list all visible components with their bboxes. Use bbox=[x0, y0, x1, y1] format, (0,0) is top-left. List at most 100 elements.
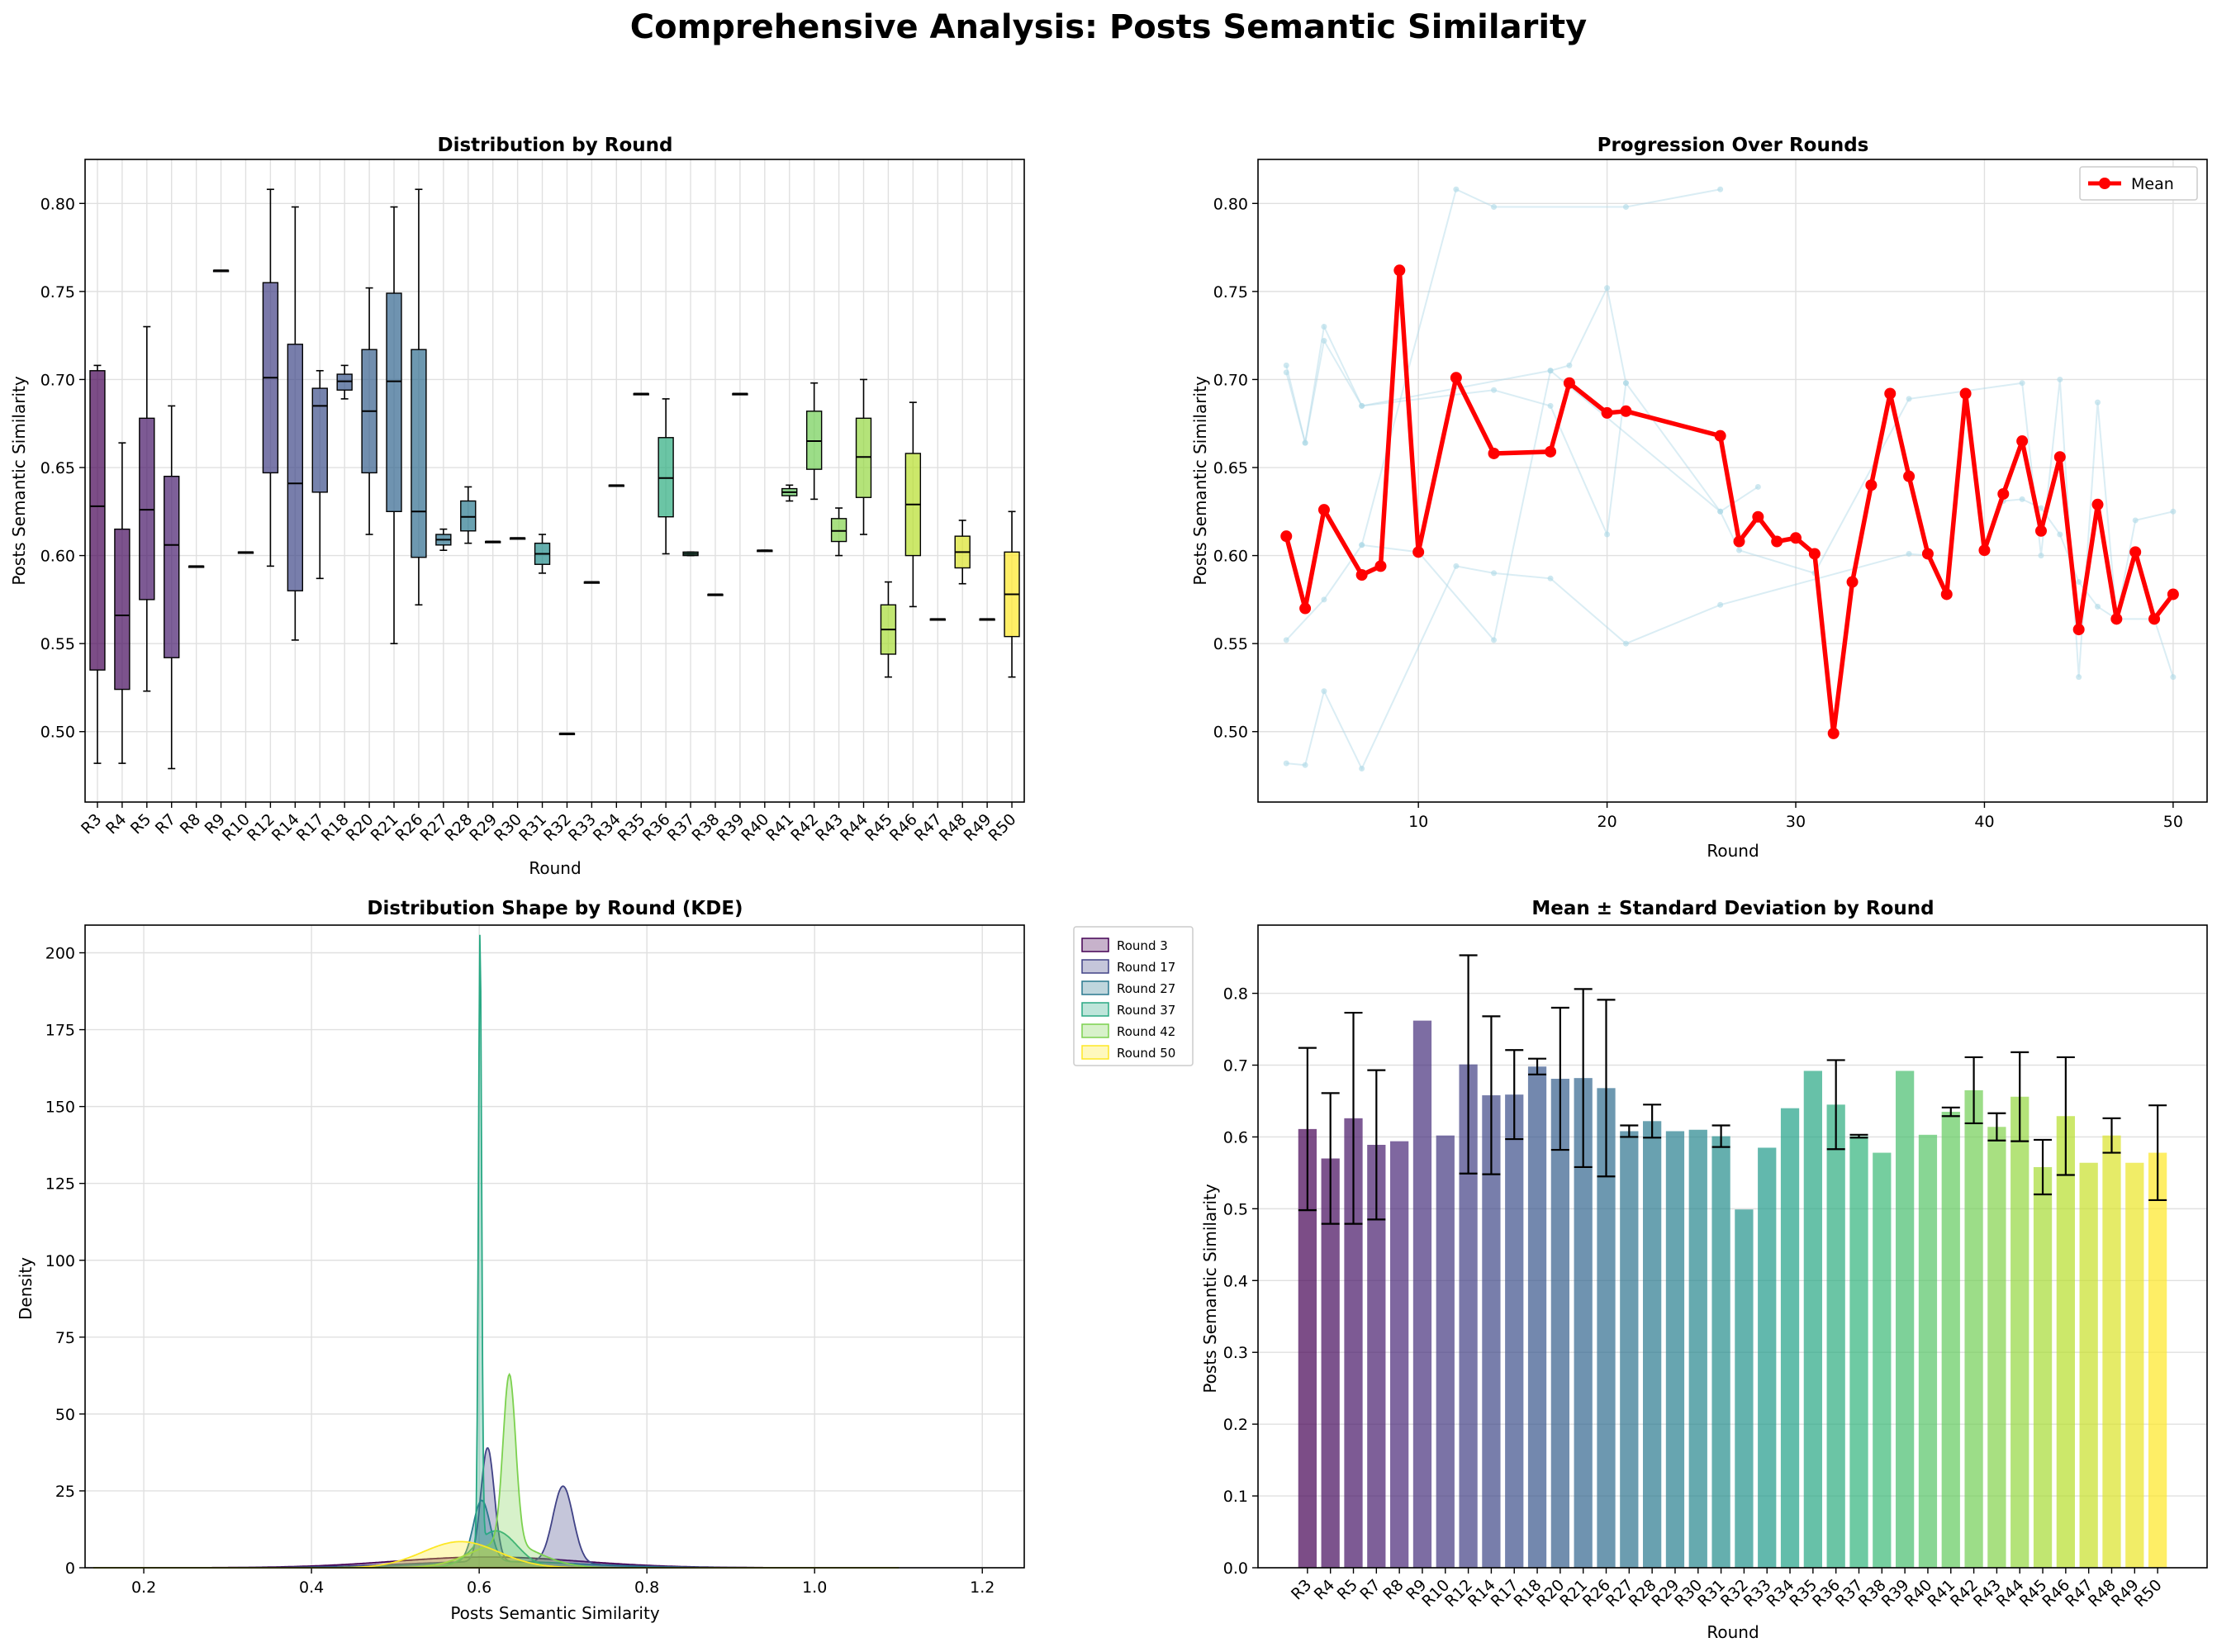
bar-R31 bbox=[1711, 1136, 1730, 1568]
kde-plot-frame bbox=[84, 924, 1025, 1569]
mean-point-R27 bbox=[1733, 535, 1745, 548]
bar-R5 bbox=[1344, 1118, 1363, 1568]
individual-point bbox=[1321, 323, 1327, 330]
box-plot-title: Distribution by Round bbox=[438, 135, 673, 156]
line-xtick-label-3: 40 bbox=[1974, 813, 1994, 831]
individual-point bbox=[1754, 483, 1761, 490]
kde-legend-swatch bbox=[1081, 980, 1109, 995]
mean-point-R47 bbox=[2110, 613, 2123, 625]
individual-point bbox=[2132, 517, 2139, 524]
individual-point bbox=[1359, 402, 1365, 409]
box-xtick-label: R7 bbox=[152, 810, 179, 838]
mean-point-R26 bbox=[1714, 430, 1726, 442]
kde-ytick-label-6: 150 bbox=[45, 1099, 75, 1117]
legend-mean-marker bbox=[2099, 178, 2110, 189]
individual-point bbox=[1321, 338, 1327, 344]
kde-ytick-label-4: 100 bbox=[45, 1252, 75, 1270]
kde-xtick-label-1: 0.4 bbox=[299, 1578, 324, 1597]
kde-legend-frame bbox=[1073, 926, 1194, 1066]
line-ytick-label-1: 0.55 bbox=[1213, 635, 1248, 653]
kde-ytick-label-5: 125 bbox=[45, 1175, 75, 1194]
box-R17 bbox=[311, 387, 328, 493]
mean-point-R9 bbox=[1393, 264, 1406, 277]
line-xtick-label-1: 20 bbox=[1597, 813, 1617, 831]
mean-point-R31 bbox=[1808, 548, 1821, 560]
individual-point bbox=[1717, 601, 1724, 608]
individual-point bbox=[2170, 508, 2177, 515]
individual-point bbox=[2057, 531, 2063, 538]
individual-point bbox=[1283, 760, 1289, 767]
individual-point bbox=[1735, 547, 1742, 553]
bar-plot-ylabel: Posts Semantic Similarity bbox=[1200, 1184, 1220, 1393]
mean-point-R48 bbox=[2129, 546, 2142, 558]
mean-point-R12 bbox=[1450, 372, 1462, 384]
box-R42 bbox=[805, 411, 823, 470]
individual-point bbox=[1547, 402, 1554, 409]
bar-ytick-label-1: 0.1 bbox=[1223, 1488, 1248, 1506]
kde-legend-label: Round 50 bbox=[1117, 1046, 1175, 1061]
individual-trajectory-1 bbox=[1285, 338, 1627, 538]
mean-point-R30 bbox=[1790, 532, 1802, 544]
box-xtick-label: R50 bbox=[985, 810, 1020, 845]
individual-point bbox=[2095, 603, 2101, 610]
bar-R14 bbox=[1482, 1095, 1501, 1568]
bar-R47 bbox=[2079, 1162, 2098, 1568]
line-ytick-label-0: 0.50 bbox=[1213, 724, 1248, 742]
box-ytick-label-4: 0.70 bbox=[40, 371, 75, 389]
individual-point bbox=[1622, 640, 1629, 647]
mean-point-R39 bbox=[1959, 387, 1972, 400]
kde-legend-swatch bbox=[1081, 959, 1109, 974]
mean-point-R14 bbox=[1488, 447, 1500, 459]
mean-point-R45 bbox=[2072, 624, 2085, 636]
bar-ytick-label-3: 0.3 bbox=[1223, 1344, 1248, 1362]
individual-point bbox=[1359, 766, 1365, 772]
individual-point bbox=[1604, 531, 1611, 538]
bar-plot-frame bbox=[1257, 924, 2208, 1569]
box-R36 bbox=[658, 437, 674, 518]
line-ytick-label-5: 0.75 bbox=[1213, 283, 1248, 301]
kde-legend: Round 3 Round 17 Round 27 Round 37 Round 42 R… bbox=[1073, 926, 1194, 1066]
bar-R20 bbox=[1550, 1079, 1569, 1568]
individual-point bbox=[1491, 387, 1498, 393]
individual-point bbox=[1359, 542, 1365, 548]
mean-point-R20 bbox=[1601, 406, 1613, 419]
bar-R28 bbox=[1643, 1121, 1662, 1568]
bar-R32 bbox=[1735, 1209, 1754, 1568]
individual-point bbox=[1906, 396, 1912, 402]
bar-R8 bbox=[1390, 1141, 1409, 1568]
individual-point bbox=[1283, 369, 1289, 376]
individual-point bbox=[2076, 579, 2082, 586]
individual-point bbox=[1566, 362, 1573, 368]
individual-point bbox=[1302, 439, 1308, 446]
box-R14 bbox=[287, 344, 304, 591]
kde-legend-label: Round 37 bbox=[1117, 1003, 1175, 1018]
individual-point bbox=[1717, 508, 1724, 515]
mean-point-R41 bbox=[1997, 487, 2010, 500]
individual-point bbox=[2095, 399, 2101, 406]
box-plot-ylabel: Posts Semantic Similarity bbox=[9, 376, 29, 586]
individual-trajectory-0 bbox=[1285, 285, 1759, 513]
box-plot-frame bbox=[84, 159, 1025, 803]
kde-plot-xlabel: Posts Semantic Similarity bbox=[450, 1603, 660, 1623]
mean-point-R40 bbox=[1978, 544, 1991, 557]
box-R18 bbox=[336, 373, 353, 391]
bar-R26 bbox=[1597, 1088, 1616, 1568]
individual-point bbox=[1321, 596, 1327, 603]
mean-point-R32 bbox=[1827, 727, 1840, 739]
mean-point-R43 bbox=[2034, 525, 2047, 537]
mean-line bbox=[1284, 268, 2176, 736]
mean-point-R38 bbox=[1940, 588, 1953, 601]
box-ytick-label-6: 0.80 bbox=[40, 195, 75, 213]
kde-curve-round-42 bbox=[93, 1372, 899, 1569]
bar-R3 bbox=[1298, 1128, 1317, 1568]
individual-point bbox=[2170, 674, 2177, 681]
mean-point-R49 bbox=[2148, 613, 2161, 625]
line-xtick-label-0: 10 bbox=[1408, 813, 1428, 831]
mean-point-R36 bbox=[1903, 470, 1916, 482]
bar-R38 bbox=[1873, 1152, 1892, 1568]
individual-point bbox=[1547, 575, 1554, 582]
bar-R39 bbox=[1896, 1070, 1915, 1568]
individual-point bbox=[2019, 496, 2025, 502]
bar-R12 bbox=[1459, 1064, 1478, 1568]
legend-mean-label: Mean bbox=[2131, 175, 2174, 193]
